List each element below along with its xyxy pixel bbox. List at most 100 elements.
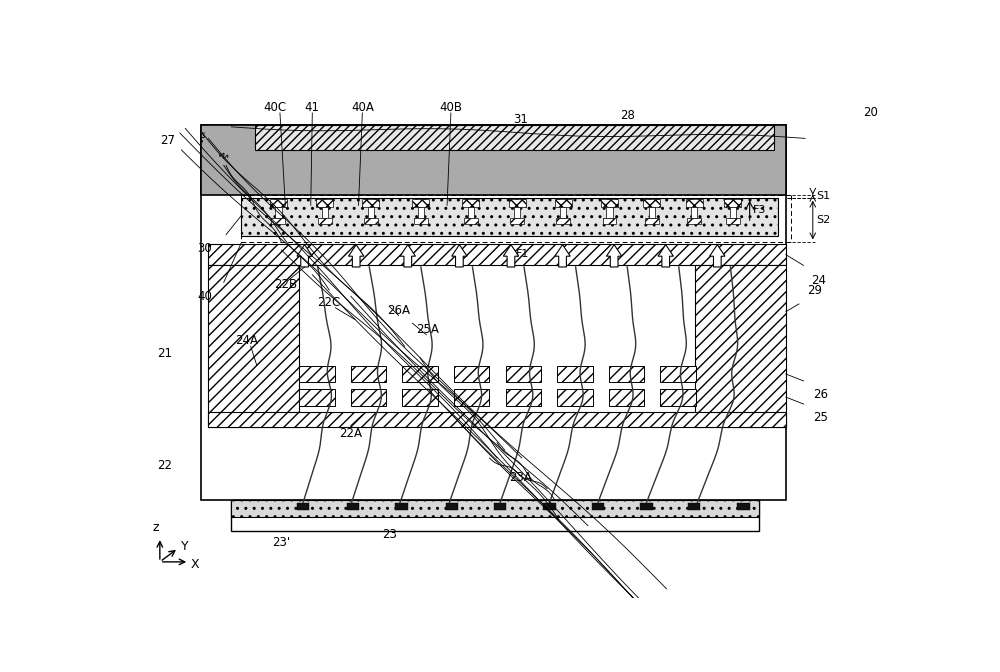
Text: 40: 40	[197, 290, 212, 303]
Bar	[299, 366, 335, 382]
Bar	[686, 199, 703, 207]
Bar	[606, 207, 613, 218]
Bar	[555, 199, 572, 207]
Bar	[454, 366, 489, 382]
Polygon shape	[658, 245, 673, 267]
Polygon shape	[555, 245, 570, 267]
Text: 24A: 24A	[235, 335, 258, 347]
Text: 26: 26	[813, 388, 828, 401]
Bar	[737, 503, 750, 510]
Bar	[660, 388, 696, 406]
Bar	[231, 500, 759, 517]
Text: 23': 23'	[272, 536, 291, 549]
Text: 24: 24	[811, 274, 826, 288]
Text: 40A: 40A	[351, 101, 374, 114]
Bar	[506, 388, 541, 406]
Bar	[208, 412, 786, 427]
Text: F1: F1	[516, 249, 529, 259]
Bar	[271, 218, 285, 224]
Bar	[643, 199, 660, 207]
Text: 25A: 25A	[416, 323, 439, 336]
Bar	[402, 366, 438, 382]
Text: 20: 20	[863, 106, 878, 120]
Bar	[649, 207, 655, 218]
Polygon shape	[400, 245, 415, 267]
Bar	[640, 503, 653, 510]
Text: 22C: 22C	[318, 296, 341, 309]
Text: 22: 22	[157, 459, 172, 472]
Bar	[724, 199, 741, 207]
Bar	[318, 218, 332, 224]
Text: 23A: 23A	[509, 470, 532, 484]
Text: 40B: 40B	[439, 101, 462, 114]
Bar	[208, 244, 786, 265]
Bar	[603, 218, 616, 224]
Bar	[201, 125, 786, 195]
Bar	[556, 218, 570, 224]
Bar	[660, 366, 696, 382]
Bar	[275, 207, 282, 218]
Text: 21: 21	[157, 347, 172, 360]
Text: 28: 28	[621, 109, 635, 122]
Bar	[592, 503, 604, 510]
Text: 29: 29	[808, 284, 823, 296]
Bar	[208, 265, 299, 427]
Text: S2: S2	[817, 215, 831, 225]
Bar	[726, 218, 740, 224]
Bar	[557, 366, 593, 382]
Bar	[462, 199, 479, 207]
Bar	[730, 207, 736, 218]
Bar	[368, 207, 374, 218]
Bar	[402, 388, 438, 406]
Bar	[695, 265, 786, 427]
Bar	[299, 388, 335, 406]
Bar	[609, 366, 644, 382]
Bar	[687, 218, 701, 224]
Text: 41: 41	[305, 101, 320, 114]
Bar	[454, 388, 489, 406]
Bar	[231, 500, 759, 531]
Bar	[241, 198, 778, 236]
Bar	[347, 503, 359, 510]
Bar	[560, 207, 566, 218]
Text: 22A: 22A	[339, 427, 362, 439]
Bar	[468, 207, 474, 218]
Bar	[270, 199, 287, 207]
Bar	[395, 503, 408, 510]
Polygon shape	[503, 245, 519, 267]
Bar	[464, 218, 478, 224]
Bar	[418, 207, 424, 218]
Bar	[509, 199, 526, 207]
Bar	[514, 207, 520, 218]
Text: F3: F3	[753, 205, 766, 215]
Bar	[557, 388, 593, 406]
Text: 27: 27	[160, 134, 175, 147]
Bar	[601, 199, 618, 207]
Text: 25: 25	[813, 411, 828, 425]
Bar	[446, 503, 458, 510]
Text: 22B: 22B	[274, 278, 297, 291]
Polygon shape	[606, 245, 622, 267]
Bar	[414, 218, 428, 224]
Text: S1: S1	[817, 191, 831, 201]
Bar	[201, 125, 786, 500]
Bar	[510, 218, 524, 224]
Text: 26A: 26A	[387, 304, 410, 317]
Polygon shape	[297, 245, 312, 267]
Bar	[316, 199, 333, 207]
Polygon shape	[452, 245, 467, 267]
Text: 30: 30	[197, 242, 212, 255]
Bar	[351, 366, 386, 382]
Bar	[691, 207, 697, 218]
Bar	[494, 503, 506, 510]
Text: 31: 31	[513, 113, 528, 126]
Bar	[322, 207, 328, 218]
Text: 40C: 40C	[264, 101, 287, 114]
Bar	[255, 125, 774, 150]
Bar	[506, 366, 541, 382]
Bar	[688, 503, 700, 510]
Text: X: X	[191, 558, 199, 571]
Text: z: z	[153, 521, 159, 534]
Bar	[364, 218, 378, 224]
Bar	[543, 503, 556, 510]
